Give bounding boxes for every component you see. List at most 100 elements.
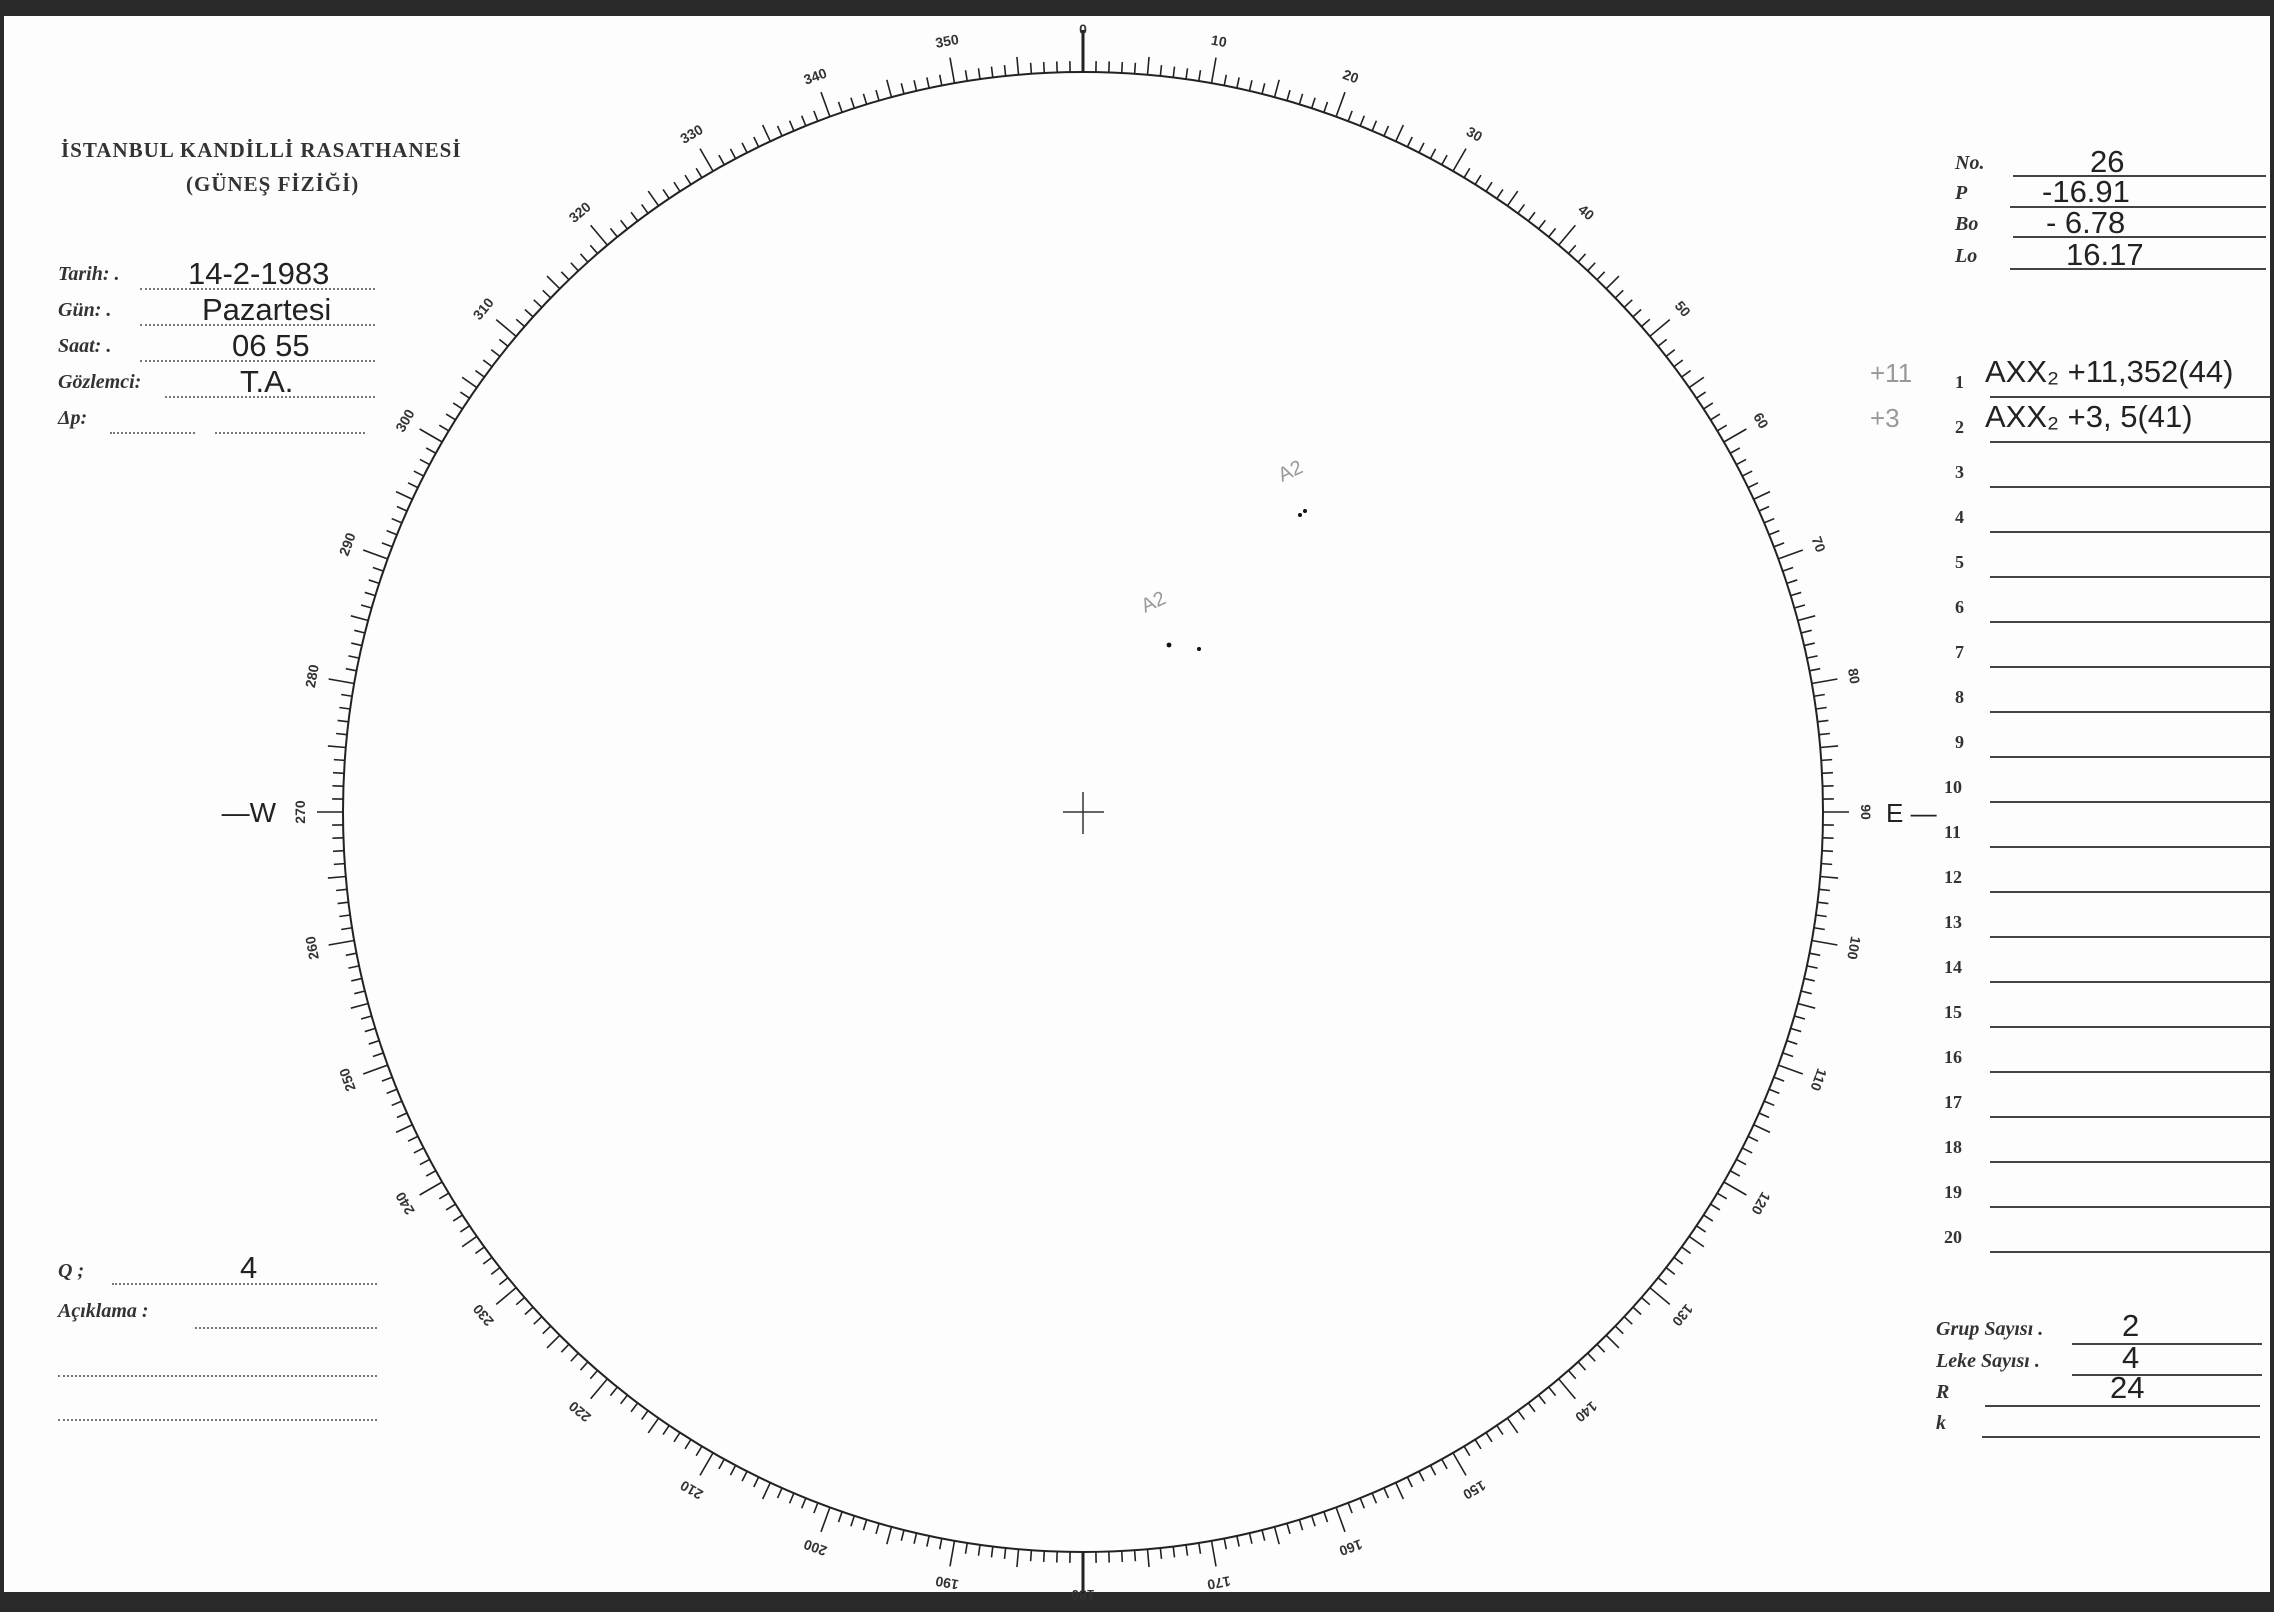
scale-tick bbox=[348, 655, 360, 659]
time-value[interactable]: 06 55 bbox=[232, 328, 310, 363]
scale-tick bbox=[1567, 1369, 1577, 1380]
lo-value[interactable]: 16.17 bbox=[2066, 237, 2144, 272]
scale-tick bbox=[718, 154, 725, 166]
remarks-line-3[interactable] bbox=[58, 1419, 377, 1421]
group-row-number: 9 bbox=[1955, 732, 1964, 752]
scale-tick bbox=[1159, 1547, 1163, 1559]
scale-tick bbox=[1146, 1549, 1150, 1568]
scale-tick bbox=[461, 376, 478, 389]
scale-tick bbox=[813, 1502, 819, 1514]
scale-tick bbox=[350, 1002, 369, 1009]
scale-label: 290 bbox=[336, 530, 359, 558]
scale-tick bbox=[1016, 56, 1020, 75]
scale-tick bbox=[1527, 1402, 1536, 1413]
scale-tick bbox=[1782, 1052, 1794, 1058]
scale-label: 30 bbox=[1464, 123, 1486, 145]
bo-value[interactable]: - 6.78 bbox=[2046, 205, 2126, 240]
scale-label: 130 bbox=[1669, 1301, 1696, 1329]
scale-tick bbox=[490, 1266, 501, 1275]
scale-tick bbox=[1596, 271, 1606, 281]
scale-tick bbox=[1133, 62, 1137, 74]
scale-tick bbox=[386, 529, 398, 536]
scale-tick bbox=[368, 579, 380, 585]
scale-label: 180 bbox=[1071, 1587, 1095, 1603]
scale-tick bbox=[1813, 693, 1825, 698]
group-row-value[interactable]: AXX₂ +11,352(44) bbox=[1985, 354, 2234, 389]
scale-tick bbox=[1463, 167, 1471, 179]
group-count-value[interactable]: 2 bbox=[2122, 1308, 2140, 1343]
scale-tick bbox=[1815, 914, 1827, 918]
scale-tick bbox=[926, 77, 930, 89]
r-label: R bbox=[1936, 1381, 1950, 1403]
group-row-number: 12 bbox=[1944, 867, 1962, 887]
scale-tick bbox=[327, 745, 346, 749]
remarks-field[interactable] bbox=[195, 1327, 377, 1329]
observer-value[interactable]: T.A. bbox=[240, 364, 294, 399]
scale-tick bbox=[1817, 901, 1829, 905]
day-value[interactable]: Pazartesi bbox=[202, 292, 332, 327]
scale-tick bbox=[1782, 566, 1794, 572]
group-row-note: +3 bbox=[1870, 403, 1900, 433]
p-value[interactable]: -16.91 bbox=[2042, 174, 2130, 209]
scale-tick bbox=[729, 148, 737, 159]
group-row-line bbox=[1990, 711, 2270, 713]
no-value[interactable]: 26 bbox=[2090, 144, 2125, 179]
quality-value[interactable]: 4 bbox=[240, 1250, 258, 1285]
group-row-value[interactable]: AXX₂ +3, 5(41) bbox=[1985, 399, 2193, 434]
scale-tick bbox=[1623, 1316, 1633, 1325]
scale-tick bbox=[1506, 1417, 1519, 1434]
scale-tick bbox=[1729, 1170, 1741, 1177]
scale-tick bbox=[788, 1492, 795, 1504]
scale-tick bbox=[1773, 1076, 1785, 1082]
group-row-number: 4 bbox=[1955, 507, 1964, 527]
scale-tick bbox=[1537, 1394, 1546, 1405]
scale-tick bbox=[339, 706, 351, 710]
scale-tick bbox=[498, 1277, 509, 1286]
scale-tick bbox=[570, 262, 579, 272]
scale-tick bbox=[673, 1432, 681, 1443]
scale-tick bbox=[1577, 253, 1587, 263]
scale-tick bbox=[459, 1225, 470, 1233]
scale-tick bbox=[1406, 1476, 1413, 1488]
scale-label: 170 bbox=[1206, 1573, 1232, 1593]
date-value[interactable]: 14-2-1983 bbox=[188, 256, 330, 291]
scale-tick bbox=[333, 758, 345, 762]
date-label: Tarih: . bbox=[58, 263, 120, 285]
scale-tick bbox=[850, 1515, 856, 1527]
observatory-title: İSTANBUL KANDİLLİ RASATHANESİ bbox=[61, 138, 462, 162]
scale-tick bbox=[1768, 529, 1780, 536]
scale-tick bbox=[413, 1147, 425, 1154]
scale-tick bbox=[1758, 505, 1770, 512]
scale-tick bbox=[1517, 203, 1526, 214]
quality-label: Q ; bbox=[58, 1260, 85, 1282]
scale-tick bbox=[630, 211, 639, 222]
scale-tick bbox=[1587, 262, 1596, 272]
scale-label: 10 bbox=[1210, 32, 1228, 50]
group-row-line bbox=[1990, 981, 2270, 983]
scale-tick bbox=[1741, 1147, 1753, 1154]
scale-tick bbox=[490, 349, 501, 358]
scale-tick bbox=[589, 1369, 599, 1380]
scale-tick bbox=[662, 188, 670, 199]
scale-tick bbox=[1236, 1535, 1240, 1547]
scale-tick bbox=[1383, 125, 1390, 137]
scale-tick bbox=[1273, 1526, 1280, 1545]
scale-tick bbox=[900, 1529, 905, 1541]
scale-tick bbox=[407, 482, 419, 489]
scale-tick bbox=[741, 1470, 748, 1482]
scale-tick bbox=[533, 299, 543, 308]
scale-tick bbox=[1577, 1361, 1587, 1371]
scale-tick bbox=[1548, 1386, 1557, 1397]
scale-tick bbox=[620, 1394, 629, 1405]
remarks-line-2[interactable] bbox=[58, 1375, 377, 1377]
scale-tick bbox=[1665, 1266, 1676, 1275]
scale-tick bbox=[1688, 1235, 1705, 1248]
scale-tick bbox=[1210, 57, 1217, 84]
scale-label: 200 bbox=[801, 1536, 829, 1559]
spot-count-value[interactable]: 4 bbox=[2122, 1340, 2140, 1375]
r-value[interactable]: 24 bbox=[2110, 1370, 2145, 1405]
scale-tick bbox=[1614, 1325, 1624, 1335]
scale-tick bbox=[425, 447, 437, 454]
group-count-label: Grup Sayısı . bbox=[1936, 1318, 2044, 1340]
scale-tick bbox=[1359, 115, 1366, 127]
